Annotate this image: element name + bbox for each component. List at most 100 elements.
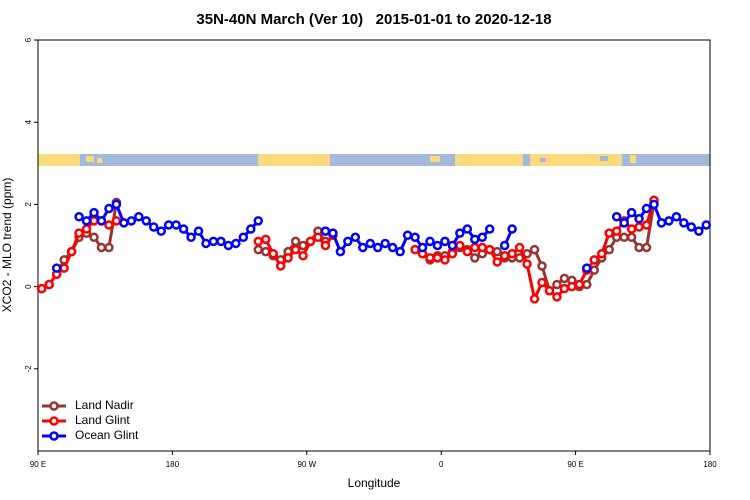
- data-point: [499, 240, 510, 251]
- data-point: [111, 199, 122, 210]
- data-point: [260, 234, 271, 245]
- data-point: [537, 261, 547, 271]
- data-point: [499, 251, 510, 261]
- data-point: [507, 224, 517, 234]
- data-point: [298, 251, 308, 261]
- data-point: [208, 236, 219, 247]
- data-point: [484, 244, 495, 255]
- data-point: [470, 253, 480, 263]
- data-point: [51, 263, 62, 273]
- data-point: [104, 242, 114, 253]
- data-point: [544, 285, 555, 296]
- data-point: [619, 232, 629, 243]
- data-point: [641, 220, 652, 230]
- data-point: [582, 263, 592, 273]
- data-point: [604, 228, 614, 238]
- data-point: [611, 226, 622, 236]
- data-point: [59, 263, 69, 273]
- data-point: [320, 226, 331, 236]
- data-point: [440, 236, 450, 247]
- data-point: [380, 238, 390, 249]
- data-point: [507, 248, 517, 259]
- data-point: [156, 226, 166, 236]
- data-point: [328, 228, 338, 238]
- data-point: [119, 218, 129, 228]
- data-point: [372, 242, 383, 253]
- data-point: [171, 220, 181, 230]
- data-point: [74, 228, 84, 238]
- data-point: [425, 253, 435, 263]
- data-point: [275, 261, 286, 271]
- y-tick-label: 2: [24, 202, 33, 207]
- legend-label: Ocean Glint: [75, 428, 139, 442]
- data-point: [81, 224, 92, 234]
- x-tick-label: 180: [166, 460, 180, 469]
- data-point: [649, 199, 659, 210]
- series: [36, 197, 659, 296]
- data-point: [589, 255, 600, 265]
- data-point: [178, 224, 189, 234]
- data-point: [238, 232, 249, 243]
- data-point: [141, 216, 152, 226]
- data-point: [634, 214, 644, 224]
- x-tick-label: 90 W: [297, 460, 316, 469]
- data-point: [537, 277, 547, 288]
- data-point: [111, 216, 122, 226]
- y-tick-label: 4: [24, 119, 33, 124]
- data-point: [447, 240, 458, 251]
- data-point: [36, 283, 47, 294]
- data-point: [201, 238, 211, 249]
- data-point: [134, 211, 144, 222]
- data-point: [89, 216, 99, 226]
- data-point: [313, 232, 323, 243]
- data-point: [253, 216, 264, 226]
- data-point: [216, 236, 226, 247]
- data-point: [664, 216, 674, 226]
- data-point: [126, 216, 137, 226]
- data-point: [186, 232, 196, 243]
- data-point: [529, 294, 540, 304]
- data-point: [552, 279, 562, 290]
- data-point: [432, 253, 443, 263]
- data-point: [231, 238, 241, 249]
- y-tick-label: -2: [24, 365, 33, 373]
- data-point: [425, 236, 435, 247]
- data-point: [96, 242, 107, 253]
- data-point: [477, 232, 488, 243]
- x-tick-label: 90 E: [30, 460, 46, 469]
- data-point: [574, 279, 585, 290]
- data-point: [283, 253, 293, 263]
- data-point: [253, 244, 264, 255]
- data-point: [462, 224, 473, 234]
- data-point: [148, 222, 159, 232]
- land-ocean-strip: [38, 154, 710, 166]
- data-point: [81, 216, 92, 226]
- data-point: [656, 218, 667, 228]
- x-tick-label: 180: [703, 460, 717, 469]
- data-point: [74, 211, 84, 222]
- data-point: [402, 230, 413, 240]
- data-point: [417, 242, 428, 253]
- data-point: [470, 242, 480, 253]
- data-point: [89, 207, 99, 218]
- data-point: [492, 257, 502, 267]
- data-point: [679, 218, 689, 228]
- data-point: [335, 246, 346, 257]
- data-point: [455, 240, 465, 251]
- data-point: [320, 240, 331, 251]
- data-point: [455, 228, 465, 238]
- data-point: [290, 236, 301, 247]
- data-point: [104, 203, 114, 214]
- data-point: [701, 220, 712, 230]
- data-point: [260, 246, 271, 257]
- data-point: [163, 220, 174, 230]
- data-point: [66, 246, 77, 257]
- series: [36, 195, 659, 304]
- plot-frame: [37, 39, 711, 452]
- data-point: [462, 246, 473, 257]
- data-point: [410, 232, 420, 243]
- data-point: [529, 244, 540, 255]
- data-point: [470, 234, 480, 245]
- data-point: [559, 283, 570, 294]
